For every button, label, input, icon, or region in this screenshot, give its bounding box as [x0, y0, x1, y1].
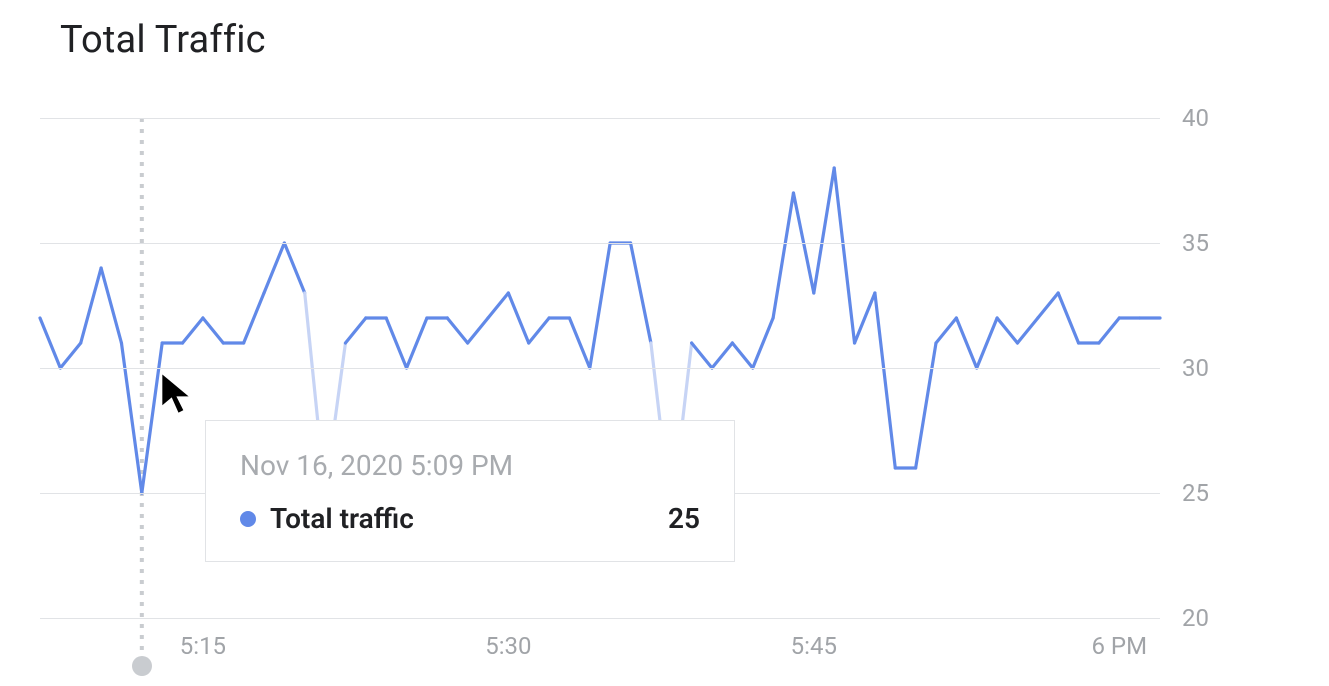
hover-marker-icon: [132, 656, 152, 676]
grid-line: [40, 118, 1160, 119]
chart-tooltip: Nov 16, 2020 5:09 PM Total traffic 25: [205, 420, 735, 562]
y-axis-label: 30: [1182, 354, 1209, 382]
x-axis-label: 5:30: [485, 632, 531, 660]
tooltip-value: 25: [668, 502, 700, 535]
x-axis-label: 5:15: [180, 632, 226, 660]
x-axis-label: 6 PM: [1091, 632, 1147, 660]
grid-line: [40, 243, 1160, 244]
tooltip-timestamp: Nov 16, 2020 5:09 PM: [240, 449, 700, 482]
y-axis-label: 20: [1182, 604, 1209, 632]
tooltip-row: Total traffic 25: [240, 502, 700, 535]
tooltip-series-dot-icon: [240, 511, 256, 527]
y-axis-label: 35: [1182, 229, 1209, 257]
y-axis-label: 40: [1182, 104, 1209, 132]
y-axis-label: 25: [1182, 479, 1209, 507]
grid-line: [40, 618, 1160, 619]
tooltip-series-label: Total traffic: [270, 502, 414, 535]
x-axis-label: 5:45: [791, 632, 837, 660]
grid-line: [40, 368, 1160, 369]
chart-title: Total Traffic: [60, 18, 266, 62]
